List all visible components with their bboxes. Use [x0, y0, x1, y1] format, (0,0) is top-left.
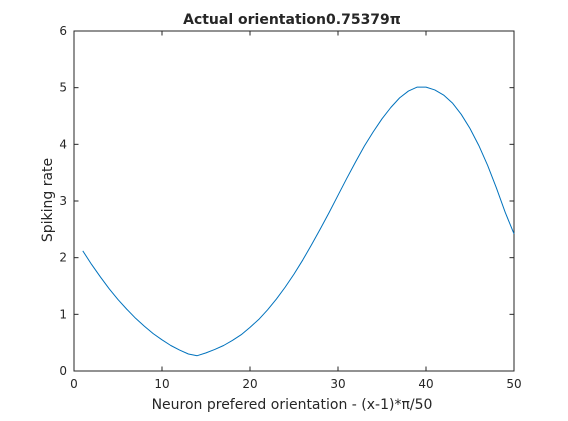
x-axis-label: Neuron prefered orientation - (x-1)*π/50 [152, 397, 433, 413]
plot-area [73, 30, 515, 372]
x-tick-label: 40 [418, 377, 433, 391]
y-axis-label: Spiking rate [40, 158, 56, 242]
series-layer [82, 86, 515, 357]
x-tick-label: 50 [506, 377, 521, 391]
x-tick-label: 30 [330, 377, 345, 391]
y-tick-label: 6 [59, 24, 67, 38]
y-tick-label: 3 [59, 194, 67, 208]
chart-title: Actual orientation0.75379π [183, 12, 401, 28]
axes-box [73, 30, 515, 372]
y-tick-label: 5 [59, 81, 67, 95]
series-line [82, 86, 515, 357]
x-axis-ticks: 0 10 20 30 40 50 [70, 31, 522, 391]
y-tick-label: 4 [59, 137, 67, 151]
x-tick-label: 20 [242, 377, 257, 391]
y-tick-label: 1 [59, 307, 67, 321]
x-tick-label: 0 [70, 377, 78, 391]
y-tick-label: 2 [59, 251, 67, 265]
x-tick-label: 10 [154, 377, 169, 391]
y-tick-label: 0 [59, 364, 67, 378]
y-axis-ticks: 0 1 2 3 4 5 6 [59, 24, 514, 378]
